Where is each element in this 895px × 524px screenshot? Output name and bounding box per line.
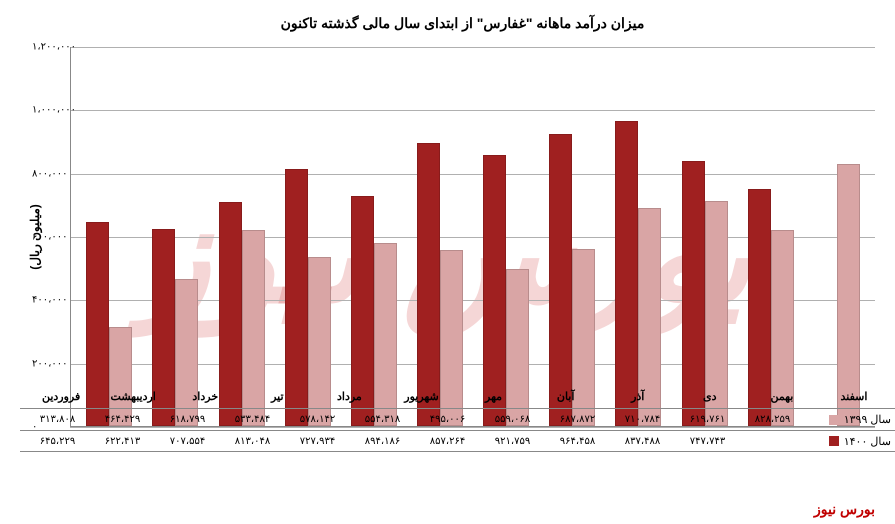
- legend-cell: سال ۱۴۰۰: [810, 435, 895, 448]
- data-cell: ۶۴۵،۲۲۹: [30, 436, 85, 447]
- data-cell: ۹۲۱،۷۵۹: [485, 436, 540, 447]
- x-axis-label: آبان: [538, 385, 593, 403]
- bar: [175, 279, 198, 426]
- data-row: ۶۴۵،۲۲۹ ۶۲۲،۴۱۳ ۷۰۷،۵۵۴ ۸۱۳،۰۴۸ ۷۲۷،۹۳۴ ۸۹۴،۱…: [20, 430, 895, 452]
- plot-area: [70, 47, 875, 427]
- x-axis-label: شهریور: [394, 385, 449, 403]
- data-cell: ۸۱۳،۰۴۸: [225, 436, 280, 447]
- x-axis-label: فروردین: [34, 385, 89, 403]
- data-cell: ۵۳۳،۴۸۴: [225, 414, 280, 425]
- data-cell: ۸۲۸،۲۵۹: [745, 414, 800, 425]
- data-cell: ۹۶۴،۴۵۸: [550, 436, 605, 447]
- legend-label: سال ۱۴۰۰: [844, 435, 891, 448]
- data-row: ۳۱۳،۸۰۸ ۴۶۴،۴۲۹ ۶۱۸،۷۹۹ ۵۳۳،۴۸۴ ۵۷۸،۱۴۲ ۵۵۴،۳…: [20, 408, 895, 430]
- data-cells: ۳۱۳،۸۰۸ ۴۶۴،۴۲۹ ۶۱۸،۷۹۹ ۵۳۳،۴۸۴ ۵۷۸،۱۴۲ ۵۵۴،۳…: [20, 414, 810, 425]
- data-cell: ۴۹۵،۰۰۶: [420, 414, 475, 425]
- bar-group: [611, 121, 666, 426]
- data-cell: ۵۵۹،۰۶۸: [485, 414, 540, 425]
- chart-area: (میلیون ریال) ۰۲۰۰،۰۰۰۴۰۰،۰۰۰۶۰۰،۰۰۰۸۰۰،…: [50, 47, 875, 427]
- data-cells: ۶۴۵،۲۲۹ ۶۲۲،۴۱۳ ۷۰۷،۵۵۴ ۸۱۳،۰۴۸ ۷۲۷،۹۳۴ ۸۹۴،۱…: [20, 436, 810, 447]
- x-axis-label: دی: [682, 385, 737, 403]
- data-cell: ۳۱۳،۸۰۸: [30, 414, 85, 425]
- data-table: ۳۱۳،۸۰۸ ۴۶۴،۴۲۹ ۶۱۸،۷۹۹ ۵۳۳،۴۸۴ ۵۷۸،۱۴۲ ۵۵۴،۳…: [20, 408, 895, 452]
- data-cell: ۷۴۷،۷۴۳: [680, 436, 735, 447]
- data-cell: ۸۵۷،۲۶۴: [420, 436, 475, 447]
- chart-title: میزان درآمد ماهانه "غفارس" از ابتدای سال…: [50, 15, 875, 32]
- x-axis-label: تیر: [250, 385, 305, 403]
- legend-cell: سال ۱۳۹۹: [810, 413, 895, 426]
- data-cell: [745, 436, 800, 447]
- x-axis-label: مهر: [466, 385, 521, 403]
- x-axis-label: آذر: [610, 385, 665, 403]
- data-cell: ۴۶۴،۴۲۹: [95, 414, 150, 425]
- x-axis-label: بهمن: [754, 385, 809, 403]
- x-axis-label: مرداد: [322, 385, 377, 403]
- data-cell: ۶۲۲،۴۱۳: [95, 436, 150, 447]
- legend-swatch: [829, 436, 839, 446]
- data-cell: ۸۳۷،۴۸۸: [615, 436, 670, 447]
- x-axis-label: اسفند: [826, 385, 881, 403]
- data-cell: ۷۲۷،۹۳۴: [290, 436, 345, 447]
- data-cell: ۵۵۴،۳۱۸: [355, 414, 410, 425]
- data-cell: ۷۰۷،۵۵۴: [160, 436, 215, 447]
- data-cell: ۶۱۹،۷۶۱: [680, 414, 735, 425]
- legend-label: سال ۱۳۹۹: [844, 413, 891, 426]
- bar: [417, 143, 440, 426]
- x-axis-labels: فروردین اردیبهشت خرداد تیر مرداد شهریور مهر آبا…: [20, 385, 895, 403]
- data-cell: ۷۱۰،۷۸۴: [615, 414, 670, 425]
- data-cell: ۶۱۸،۷۹۹: [160, 414, 215, 425]
- bar-group: [545, 134, 600, 426]
- data-cell: ۸۹۴،۱۸۶: [355, 436, 410, 447]
- data-cell: ۵۷۸،۱۴۲: [290, 414, 345, 425]
- x-axis-label: خرداد: [178, 385, 233, 403]
- chart-container: میزان درآمد ماهانه "غفارس" از ابتدای سال…: [0, 0, 895, 524]
- bars-container: [71, 47, 875, 426]
- bar: [615, 121, 638, 426]
- bar-group: [412, 143, 467, 426]
- bar: [549, 134, 572, 426]
- watermark-text: بورس نیوز: [814, 501, 875, 518]
- legend-swatch: [829, 415, 839, 425]
- data-cell: ۶۸۷،۸۷۲: [550, 414, 605, 425]
- x-axis-label: اردیبهشت: [106, 385, 161, 403]
